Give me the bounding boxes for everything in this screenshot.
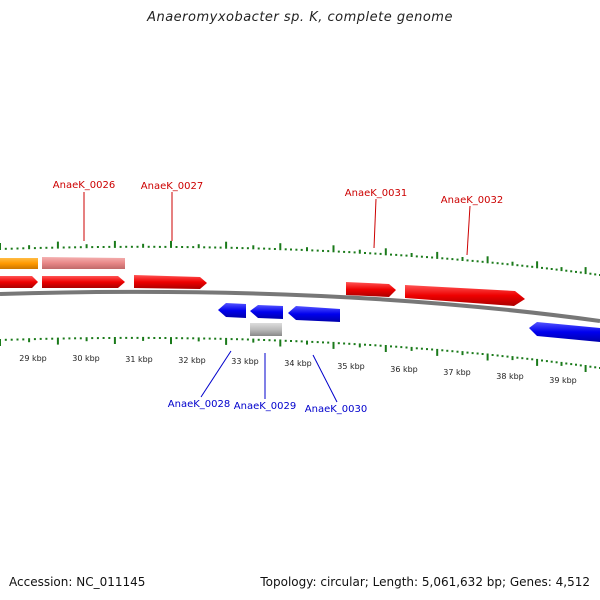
- genome-backbone: [0, 289, 600, 323]
- gene-label[interactable]: AnaeK_0032: [441, 195, 503, 206]
- gene-other: [250, 323, 282, 336]
- scale-label: 31 kbp: [125, 355, 153, 364]
- gene-arrow: [134, 275, 207, 289]
- leader-line: [466, 205, 471, 256]
- scale-label: 35 kbp: [337, 362, 365, 371]
- gene-arrow: [529, 322, 600, 342]
- gene-arrow: [288, 306, 340, 322]
- gene-label[interactable]: AnaeK_0026: [53, 180, 115, 191]
- gene-label[interactable]: AnaeK_0030: [305, 404, 367, 415]
- genome-summary-text: Topology: circular; Length: 5,061,632 bp…: [260, 575, 590, 589]
- gene-label[interactable]: AnaeK_0031: [345, 188, 407, 199]
- gene-arrow: [0, 276, 38, 288]
- scale-label: 32 kbp: [178, 356, 206, 365]
- scale-label: 38 kbp: [496, 372, 524, 381]
- gene-arrow: [218, 303, 246, 318]
- gene-arrow: [405, 285, 525, 306]
- scale-label: 29 kbp: [19, 354, 47, 363]
- gene-pseudo: [42, 257, 125, 269]
- leader-line: [312, 354, 338, 403]
- forward-gene-labels: AnaeK_0026 AnaeK_0027 AnaeK_0031 AnaeK_0…: [53, 180, 503, 206]
- forward-genes: [0, 257, 525, 306]
- gene-label[interactable]: AnaeK_0027: [141, 181, 203, 192]
- scale-label: 33 kbp: [231, 357, 259, 366]
- gene-label[interactable]: AnaeK_0029: [234, 401, 296, 412]
- label-leaders: [83, 192, 471, 403]
- tick-row-lower: [0, 336, 600, 372]
- scale-label: 30 kbp: [72, 354, 100, 363]
- accession-text: Accession: NC_011145: [9, 575, 146, 589]
- genome-title: Anaeromyxobacter sp. K, complete genome: [147, 10, 453, 25]
- gene-arrow: [346, 282, 396, 297]
- tick-row-upper: [0, 240, 600, 276]
- gene-label[interactable]: AnaeK_0028: [168, 399, 230, 410]
- gene-arrow: [42, 276, 125, 288]
- leader-line: [373, 198, 377, 249]
- reverse-gene-labels: AnaeK_0028 AnaeK_0029 AnaeK_0030: [168, 399, 367, 415]
- gene-rna: [0, 258, 38, 269]
- scale-label: 36 kbp: [390, 365, 418, 374]
- scale-label: 37 kbp: [443, 368, 471, 377]
- scale-label: 34 kbp: [284, 359, 312, 368]
- gene-arrow: [250, 305, 283, 319]
- scale-label: 39 kbp: [549, 376, 577, 385]
- reverse-genes: [218, 303, 600, 342]
- leader-line: [200, 350, 232, 398]
- scale-labels: 29 kbp 30 kbp 31 kbp 32 kbp 33 kbp 34 kb…: [19, 354, 577, 385]
